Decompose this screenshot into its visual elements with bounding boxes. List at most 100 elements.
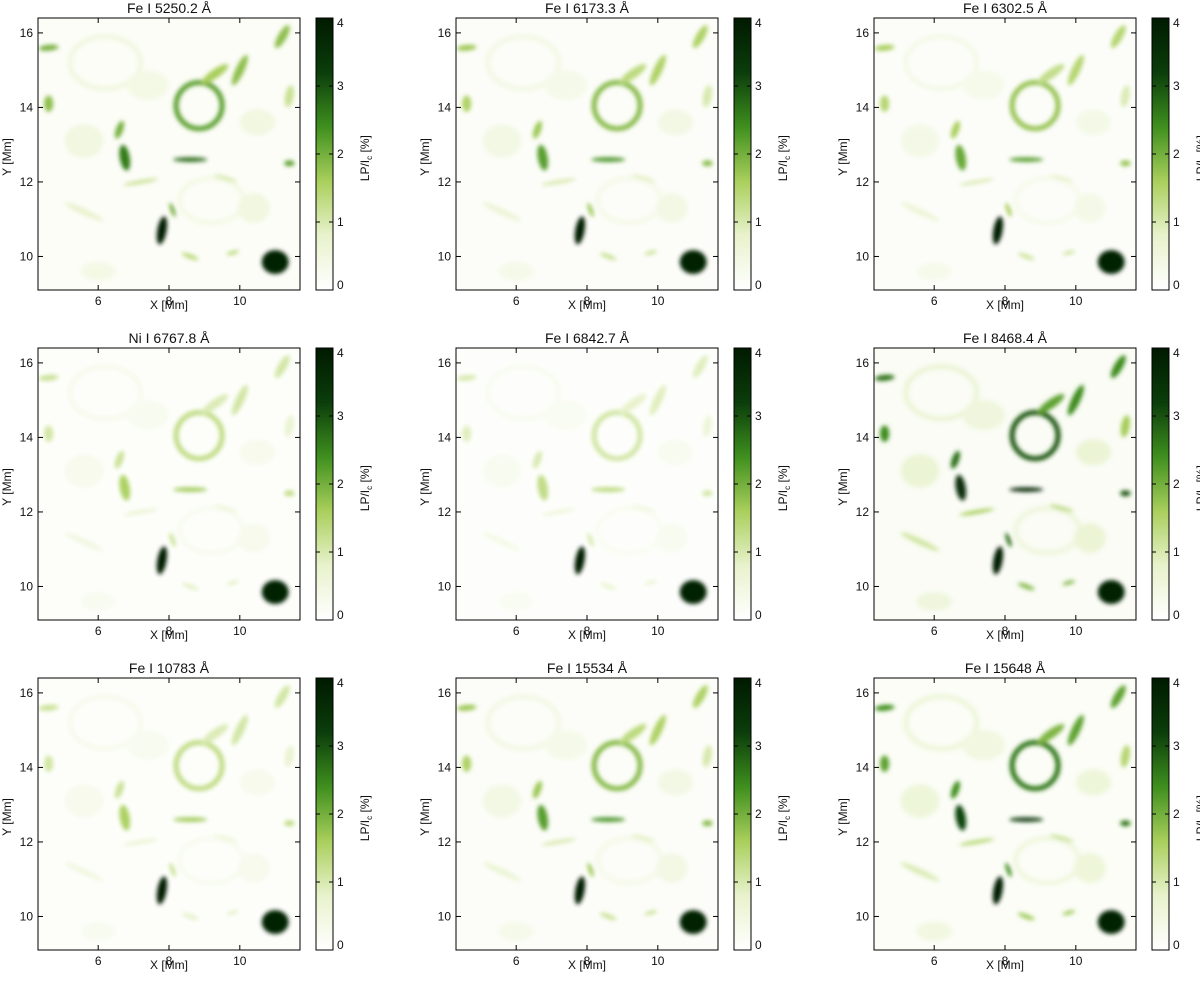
y-tick-label: 14 (438, 430, 452, 444)
y-axis-title: Y [Mm] (418, 468, 432, 506)
heatmap-feature (1005, 202, 1012, 217)
colorbar-tick-label: 3 (337, 739, 344, 753)
colorbar-tick-label: 3 (1173, 739, 1180, 753)
heatmap-feature (126, 730, 169, 760)
heatmap-feature (702, 85, 712, 108)
y-tick-label: 14 (20, 430, 34, 444)
heatmap-feature (950, 780, 961, 799)
heatmap-feature (962, 730, 1005, 760)
heatmap-feature (456, 374, 477, 381)
colorbar-tick-label: 3 (1173, 409, 1180, 423)
heatmap-feature (1120, 820, 1131, 827)
colorbar-title: LP/Ic [%] (358, 465, 374, 511)
heatmap-feature (284, 745, 294, 768)
heatmap-feature (126, 70, 169, 100)
heatmap-feature (226, 580, 239, 586)
x-tick-label: 10 (233, 294, 247, 308)
y-tick-label: 14 (20, 760, 34, 774)
x-tick-label: 8 (584, 954, 591, 968)
colorbar-tick-label: 4 (1173, 676, 1180, 690)
heatmap-feature (44, 755, 54, 772)
heatmap-feature (119, 804, 131, 831)
colorbar-title: LP/Ic [%] (1194, 795, 1200, 841)
heatmap-feature (1067, 384, 1084, 416)
heatmap-feature (274, 355, 290, 379)
heatmap-feature (80, 262, 116, 281)
x-axis-title: X [Mm] (150, 628, 188, 642)
heatmap-feature (114, 120, 125, 139)
y-tick-label: 16 (438, 686, 452, 700)
heatmap-feature (38, 374, 59, 381)
panel-title: Ni I 6767.8 Å (128, 330, 210, 346)
heatmap-feature (1120, 85, 1130, 108)
panel-title: Fe I 6302.5 Å (962, 0, 1048, 16)
heatmap-feature (239, 769, 276, 796)
heatmap-feature (656, 523, 688, 553)
colorbar-tick-label: 4 (337, 346, 344, 360)
x-tick-label: 10 (651, 954, 665, 968)
heatmap-feature (64, 124, 104, 158)
colorbar-tick-label: 2 (755, 147, 762, 161)
heatmap-feature (574, 546, 586, 575)
y-tick-label: 16 (20, 26, 34, 40)
heatmap-feature (123, 508, 159, 516)
heatmap-feature (1037, 64, 1065, 84)
heatmap-feature (1062, 250, 1075, 256)
heatmap-feature (537, 144, 549, 171)
colorbar-tick-label: 1 (1173, 875, 1180, 889)
heatmap-feature (955, 804, 967, 831)
x-axis-title: X [Mm] (986, 298, 1024, 312)
y-tick-label: 10 (20, 249, 34, 263)
colorbar-title-main: LP/I (357, 489, 372, 512)
heatmap-feature (284, 85, 294, 108)
heatmap-feature (462, 95, 472, 112)
heatmap-ring-feature (173, 739, 225, 792)
heatmap-feature (126, 400, 169, 430)
y-tick-label: 14 (20, 100, 34, 114)
colorbar-tick-label: 1 (1173, 215, 1180, 229)
x-axis-title: X [Mm] (150, 958, 188, 972)
colorbar-title-main: LP/I (357, 819, 372, 842)
heatmap-feature (702, 160, 713, 167)
x-tick-label: 10 (651, 294, 665, 308)
colorbar-tick-label: 4 (755, 676, 762, 690)
colorbar-title-unit: [%] (357, 795, 372, 816)
heatmap-feature (900, 862, 940, 882)
heatmap-ring-feature (1009, 739, 1061, 792)
heatmap-feature (537, 474, 549, 501)
heatmap-feature (284, 490, 295, 497)
heatmap-feature (649, 54, 666, 86)
colorbar-tick-label: 0 (337, 278, 344, 292)
heatmap-feature (631, 834, 656, 842)
y-tick-label: 14 (856, 760, 870, 774)
heatmap-feature (64, 202, 104, 222)
heatmap-feature (1067, 54, 1084, 86)
heatmap-feature (1017, 912, 1035, 921)
heatmap-feature (123, 178, 159, 186)
y-tick-label: 16 (856, 686, 870, 700)
panel-title: Fe I 5250.2 Å (126, 0, 212, 16)
heatmap-feature (284, 820, 295, 827)
heatmap-feature (173, 157, 208, 162)
y-tick-label: 10 (20, 909, 34, 923)
colorbar-tick-label: 0 (1173, 938, 1180, 952)
heatmap-feature (181, 912, 199, 921)
heatmap-feature (900, 124, 940, 158)
heatmap-feature (1120, 160, 1131, 167)
colorbar-tick-label: 0 (755, 938, 762, 952)
heatmap-feature (541, 838, 577, 846)
heatmap-feature (1049, 504, 1074, 512)
heatmap-feature (574, 216, 586, 245)
heatmap-feature (916, 262, 952, 281)
colorbar-tick-label: 1 (755, 875, 762, 889)
y-tick-label: 16 (856, 26, 870, 40)
colorbar-tick-label: 0 (1173, 278, 1180, 292)
heatmap-feature (80, 922, 116, 941)
heatmap-feature (587, 862, 594, 877)
heatmap-feature (213, 174, 238, 182)
x-tick-label: 6 (513, 294, 520, 308)
